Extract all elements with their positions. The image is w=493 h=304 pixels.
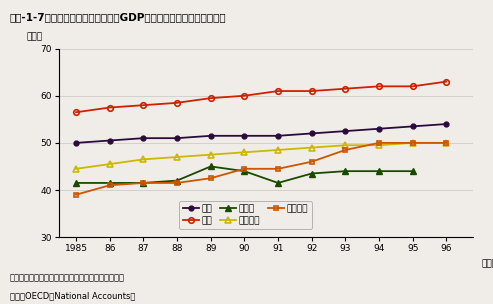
日本 xyxy=(174,136,180,140)
米国 xyxy=(376,85,382,88)
米国 xyxy=(73,110,79,114)
イギリス xyxy=(242,167,247,171)
ドイツ xyxy=(106,181,112,185)
フランス xyxy=(443,141,449,145)
Text: 注）ドイツは、西ドイツのみの値を使用している。: 注）ドイツは、西ドイツのみの値を使用している。 xyxy=(10,274,125,283)
イギリス xyxy=(342,148,348,152)
Line: フランス: フランス xyxy=(73,140,449,171)
Text: 第１-1-7図　主要国の国内総生産（GDP）に占めるサービス業の割合: 第１-1-7図 主要国の国内総生産（GDP）に占めるサービス業の割合 xyxy=(10,12,226,22)
ドイツ xyxy=(208,165,213,168)
日本 xyxy=(376,127,382,131)
フランス xyxy=(275,148,281,152)
ドイツ xyxy=(309,172,315,175)
フランス xyxy=(376,143,382,147)
ドイツ xyxy=(410,169,416,173)
フランス xyxy=(342,143,348,147)
Text: （年）: （年） xyxy=(482,260,493,269)
日本 xyxy=(242,134,247,138)
イギリス xyxy=(443,141,449,145)
ドイツ xyxy=(73,181,79,185)
フランス xyxy=(208,153,213,157)
フランス xyxy=(73,167,79,171)
イギリス xyxy=(208,176,213,180)
米国 xyxy=(342,87,348,91)
日本 xyxy=(443,122,449,126)
米国 xyxy=(410,85,416,88)
米国 xyxy=(106,106,112,109)
米国 xyxy=(275,89,281,93)
イギリス xyxy=(309,160,315,164)
日本 xyxy=(410,125,416,128)
ドイツ xyxy=(376,169,382,173)
ドイツ xyxy=(141,181,146,185)
米国 xyxy=(174,101,180,105)
米国 xyxy=(208,96,213,100)
ドイツ xyxy=(174,179,180,182)
Text: 資料：OECD「National Accounts」: 資料：OECD「National Accounts」 xyxy=(10,292,135,301)
イギリス xyxy=(376,141,382,145)
イギリス xyxy=(410,141,416,145)
米国 xyxy=(443,80,449,84)
イギリス xyxy=(73,193,79,196)
Line: イギリス: イギリス xyxy=(73,140,449,197)
イギリス xyxy=(174,181,180,185)
日本 xyxy=(106,139,112,142)
フランス xyxy=(242,150,247,154)
フランス xyxy=(309,146,315,150)
イギリス xyxy=(141,181,146,185)
日本 xyxy=(208,134,213,138)
Line: 日本: 日本 xyxy=(73,122,449,145)
Line: 米国: 米国 xyxy=(73,79,449,115)
ドイツ xyxy=(275,181,281,185)
イギリス xyxy=(275,167,281,171)
米国 xyxy=(141,103,146,107)
日本 xyxy=(275,134,281,138)
日本 xyxy=(342,129,348,133)
フランス xyxy=(141,157,146,161)
フランス xyxy=(174,155,180,159)
ドイツ xyxy=(242,169,247,173)
イギリス xyxy=(106,184,112,187)
米国 xyxy=(242,94,247,98)
Text: （％）: （％） xyxy=(26,32,42,41)
ドイツ xyxy=(342,169,348,173)
日本 xyxy=(141,136,146,140)
Legend: 日本, 米国, ドイツ, フランス, イギリス: 日本, 米国, ドイツ, フランス, イギリス xyxy=(179,201,312,229)
フランス xyxy=(410,141,416,145)
Line: ドイツ: ドイツ xyxy=(73,164,416,186)
米国 xyxy=(309,89,315,93)
日本 xyxy=(309,132,315,135)
フランス xyxy=(106,162,112,166)
日本 xyxy=(73,141,79,145)
